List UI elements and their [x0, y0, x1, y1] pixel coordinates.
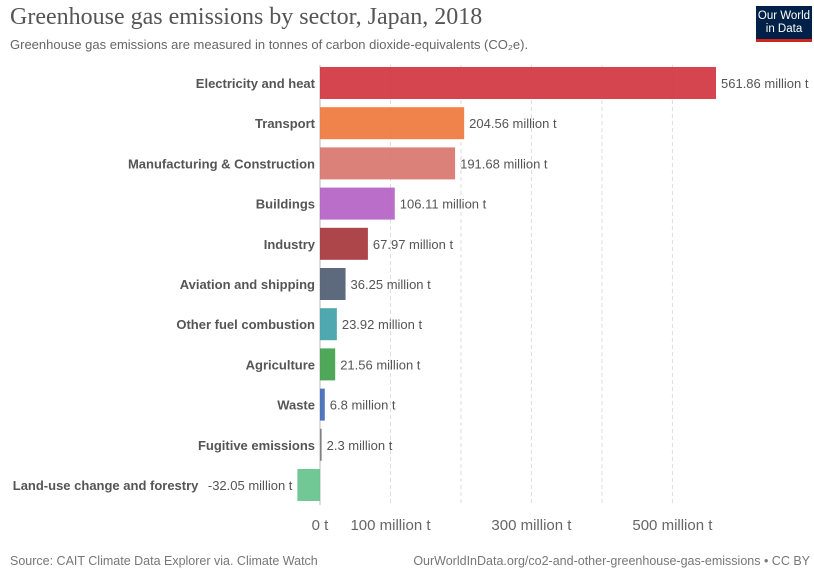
category-label: Manufacturing & Construction — [128, 156, 315, 171]
category-label: Agriculture — [246, 357, 315, 372]
value-label: 561.86 million t — [721, 76, 809, 91]
bar[interactable] — [320, 389, 325, 421]
category-label: Buildings — [256, 197, 315, 212]
x-tick-label: 0 t — [312, 517, 330, 534]
source-note[interactable]: Source: CAIT Climate Data Explorer via. … — [10, 554, 318, 568]
bar[interactable] — [320, 228, 368, 260]
bar-chart: 0 t 100 million t 300 million t 500 million… — [0, 0, 814, 545]
bar[interactable] — [320, 429, 322, 461]
category-label: Fugitive emissions — [198, 438, 315, 453]
category-label: Aviation and shipping — [180, 277, 315, 292]
x-tick-label: 500 million t — [632, 517, 713, 534]
x-tick-label: 100 million t — [350, 517, 431, 534]
bar[interactable] — [297, 469, 320, 501]
category-label: Transport — [255, 116, 316, 131]
value-label: 21.56 million t — [340, 357, 421, 372]
bar[interactable] — [320, 188, 395, 220]
category-label: Industry — [264, 237, 316, 252]
chart-url[interactable]: OurWorldInData.org/co2-and-other-greenho… — [413, 554, 810, 568]
bar[interactable] — [320, 308, 337, 340]
category-label: Other fuel combustion — [176, 317, 315, 332]
x-tick-label: 300 million t — [491, 517, 572, 534]
value-label: 23.92 million t — [342, 317, 423, 332]
category-label: Waste — [277, 398, 315, 413]
value-label: 106.11 million t — [400, 197, 487, 212]
bar[interactable] — [320, 147, 455, 179]
bar[interactable] — [320, 268, 346, 300]
x-axis-ticks: 0 t 100 million t 300 million t 500 million… — [312, 517, 714, 534]
bar[interactable] — [320, 348, 335, 380]
value-label: 67.97 million t — [373, 237, 454, 252]
value-label: 6.8 million t — [330, 398, 396, 413]
category-label: Electricity and heat — [196, 76, 316, 91]
value-label: -32.05 million t — [208, 478, 293, 493]
value-label: 2.3 million t — [327, 438, 393, 453]
value-label: 204.56 million t — [469, 116, 557, 131]
value-label: 191.68 million t — [460, 156, 548, 171]
value-label: 36.25 million t — [351, 277, 432, 292]
bar[interactable] — [320, 107, 464, 139]
category-label: Land-use change and forestry — [13, 478, 199, 493]
bar[interactable] — [320, 67, 716, 99]
